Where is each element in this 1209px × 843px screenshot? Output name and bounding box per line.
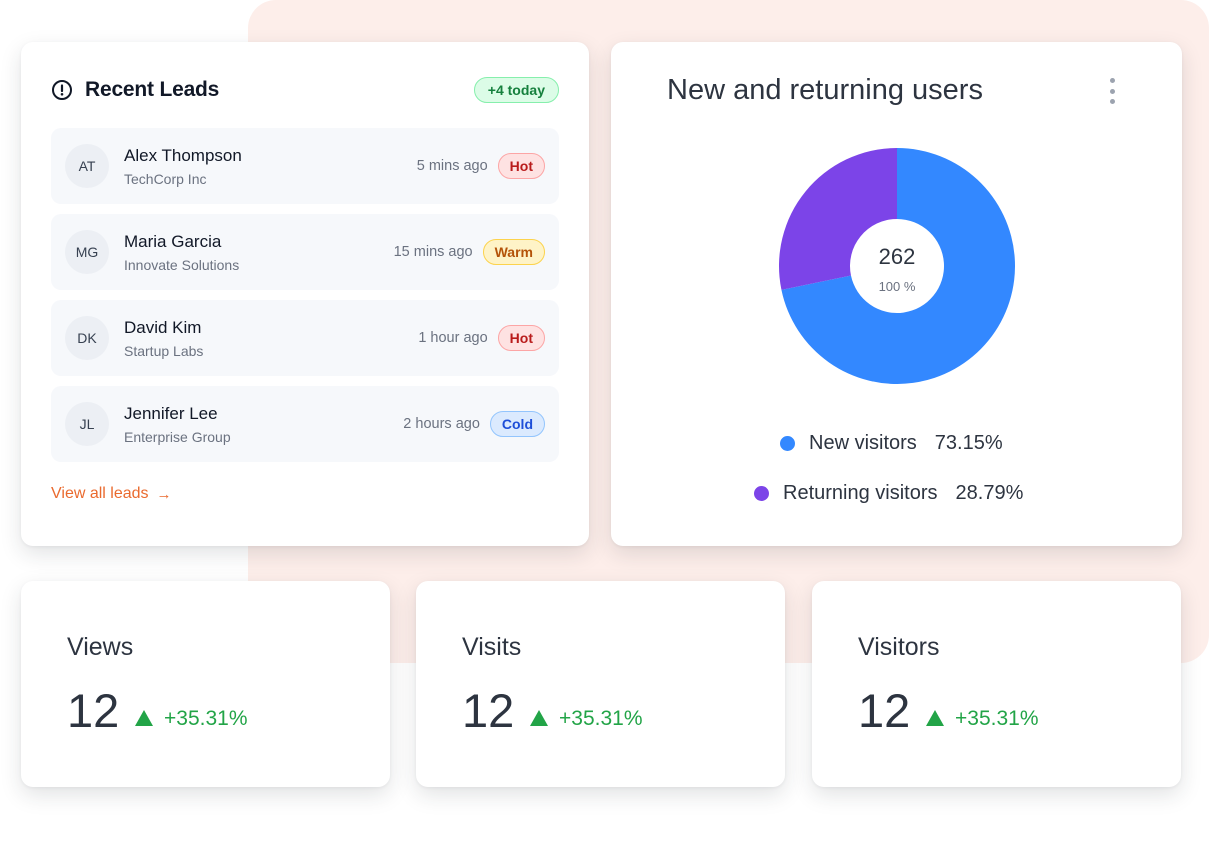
- alert-circle-icon: [51, 79, 73, 101]
- stat-change: +35.31%: [530, 707, 643, 731]
- view-all-leads-link[interactable]: View all leads →: [51, 485, 172, 503]
- lead-item[interactable]: MG Maria Garcia Innovate Solutions 15 mi…: [51, 214, 559, 290]
- stat-card-visitors: Visitors 12 +35.31%: [812, 581, 1181, 787]
- legend-value: 28.79%: [955, 482, 1024, 504]
- legend-label: New visitors: [809, 432, 917, 454]
- donut-center-total: 262: [878, 244, 916, 269]
- stat-label: Views: [67, 633, 134, 661]
- avatar: AT: [65, 144, 109, 188]
- arrow-right-icon: →: [156, 485, 172, 503]
- avatar: JL: [65, 402, 109, 446]
- trend-up-icon: [926, 710, 944, 726]
- view-all-leads-label: View all leads: [51, 485, 149, 502]
- recent-leads-header: Recent Leads +4 today: [51, 76, 559, 104]
- users-chart-card: New and returning users 262 100 % New vi…: [611, 42, 1182, 546]
- stat-change-value: +35.31%: [164, 707, 248, 730]
- legend-item-new-visitors[interactable]: New visitors 73.15%: [780, 432, 1003, 455]
- avatar: MG: [65, 230, 109, 274]
- trend-up-icon: [135, 710, 153, 726]
- lead-name: David Kim: [124, 317, 202, 337]
- lead-name: Maria Garcia: [124, 231, 222, 251]
- legend-dot: [780, 436, 795, 451]
- status-badge: Warm: [482, 239, 545, 265]
- lead-time: 2 hours ago: [403, 416, 480, 432]
- avatar: DK: [65, 316, 109, 360]
- stat-change: +35.31%: [135, 707, 248, 731]
- lead-time: 1 hour ago: [418, 330, 488, 346]
- stat-value: 12: [858, 684, 911, 737]
- more-vertical-icon[interactable]: [1108, 78, 1116, 104]
- lead-company: Innovate Solutions: [124, 256, 240, 273]
- donut-center-percent: 100 %: [878, 279, 916, 294]
- trend-up-icon: [530, 710, 548, 726]
- stat-value: 12: [67, 684, 120, 737]
- lead-item[interactable]: AT Alex Thompson TechCorp Inc 5 mins ago…: [51, 128, 559, 204]
- lead-name: Alex Thompson: [124, 145, 242, 165]
- lead-company: Enterprise Group: [124, 428, 231, 445]
- stat-change: +35.31%: [926, 707, 1039, 731]
- status-badge: Hot: [497, 325, 545, 351]
- stat-change-value: +35.31%: [955, 707, 1039, 730]
- legend-item-returning-visitors[interactable]: Returning visitors 28.79%: [754, 482, 1023, 505]
- lead-name: Jennifer Lee: [124, 403, 218, 423]
- users-donut-chart: [779, 148, 1015, 384]
- stat-change-value: +35.31%: [559, 707, 643, 730]
- status-badge: Hot: [497, 153, 545, 179]
- stat-label: Visits: [462, 633, 522, 661]
- stat-label: Visitors: [858, 633, 940, 661]
- today-count-badge: +4 today: [473, 77, 559, 103]
- lead-item[interactable]: DK David Kim Startup Labs 1 hour ago Hot: [51, 300, 559, 376]
- recent-leads-card: Recent Leads +4 today AT Alex Thompson T…: [21, 42, 589, 546]
- donut-slice-returning-visitors[interactable]: [779, 148, 897, 290]
- lead-company: Startup Labs: [124, 342, 204, 359]
- lead-time: 15 mins ago: [393, 244, 473, 260]
- status-badge: Cold: [489, 411, 545, 437]
- recent-leads-title: Recent Leads: [85, 78, 220, 101]
- lead-item[interactable]: JL Jennifer Lee Enterprise Group 2 hours…: [51, 386, 559, 462]
- stat-card-views: Views 12 +35.31%: [21, 581, 390, 787]
- legend-label: Returning visitors: [783, 482, 938, 504]
- lead-company: TechCorp Inc: [124, 170, 207, 187]
- stat-card-visits: Visits 12 +35.31%: [416, 581, 785, 787]
- legend-dot: [754, 486, 769, 501]
- lead-time: 5 mins ago: [416, 158, 488, 174]
- users-chart-title: New and returning users: [667, 74, 983, 106]
- donut-slice-new-visitors[interactable]: [781, 148, 1015, 384]
- legend-value: 73.15%: [934, 432, 1003, 454]
- stat-value: 12: [462, 684, 515, 737]
- lead-list: AT Alex Thompson TechCorp Inc 5 mins ago…: [51, 128, 559, 472]
